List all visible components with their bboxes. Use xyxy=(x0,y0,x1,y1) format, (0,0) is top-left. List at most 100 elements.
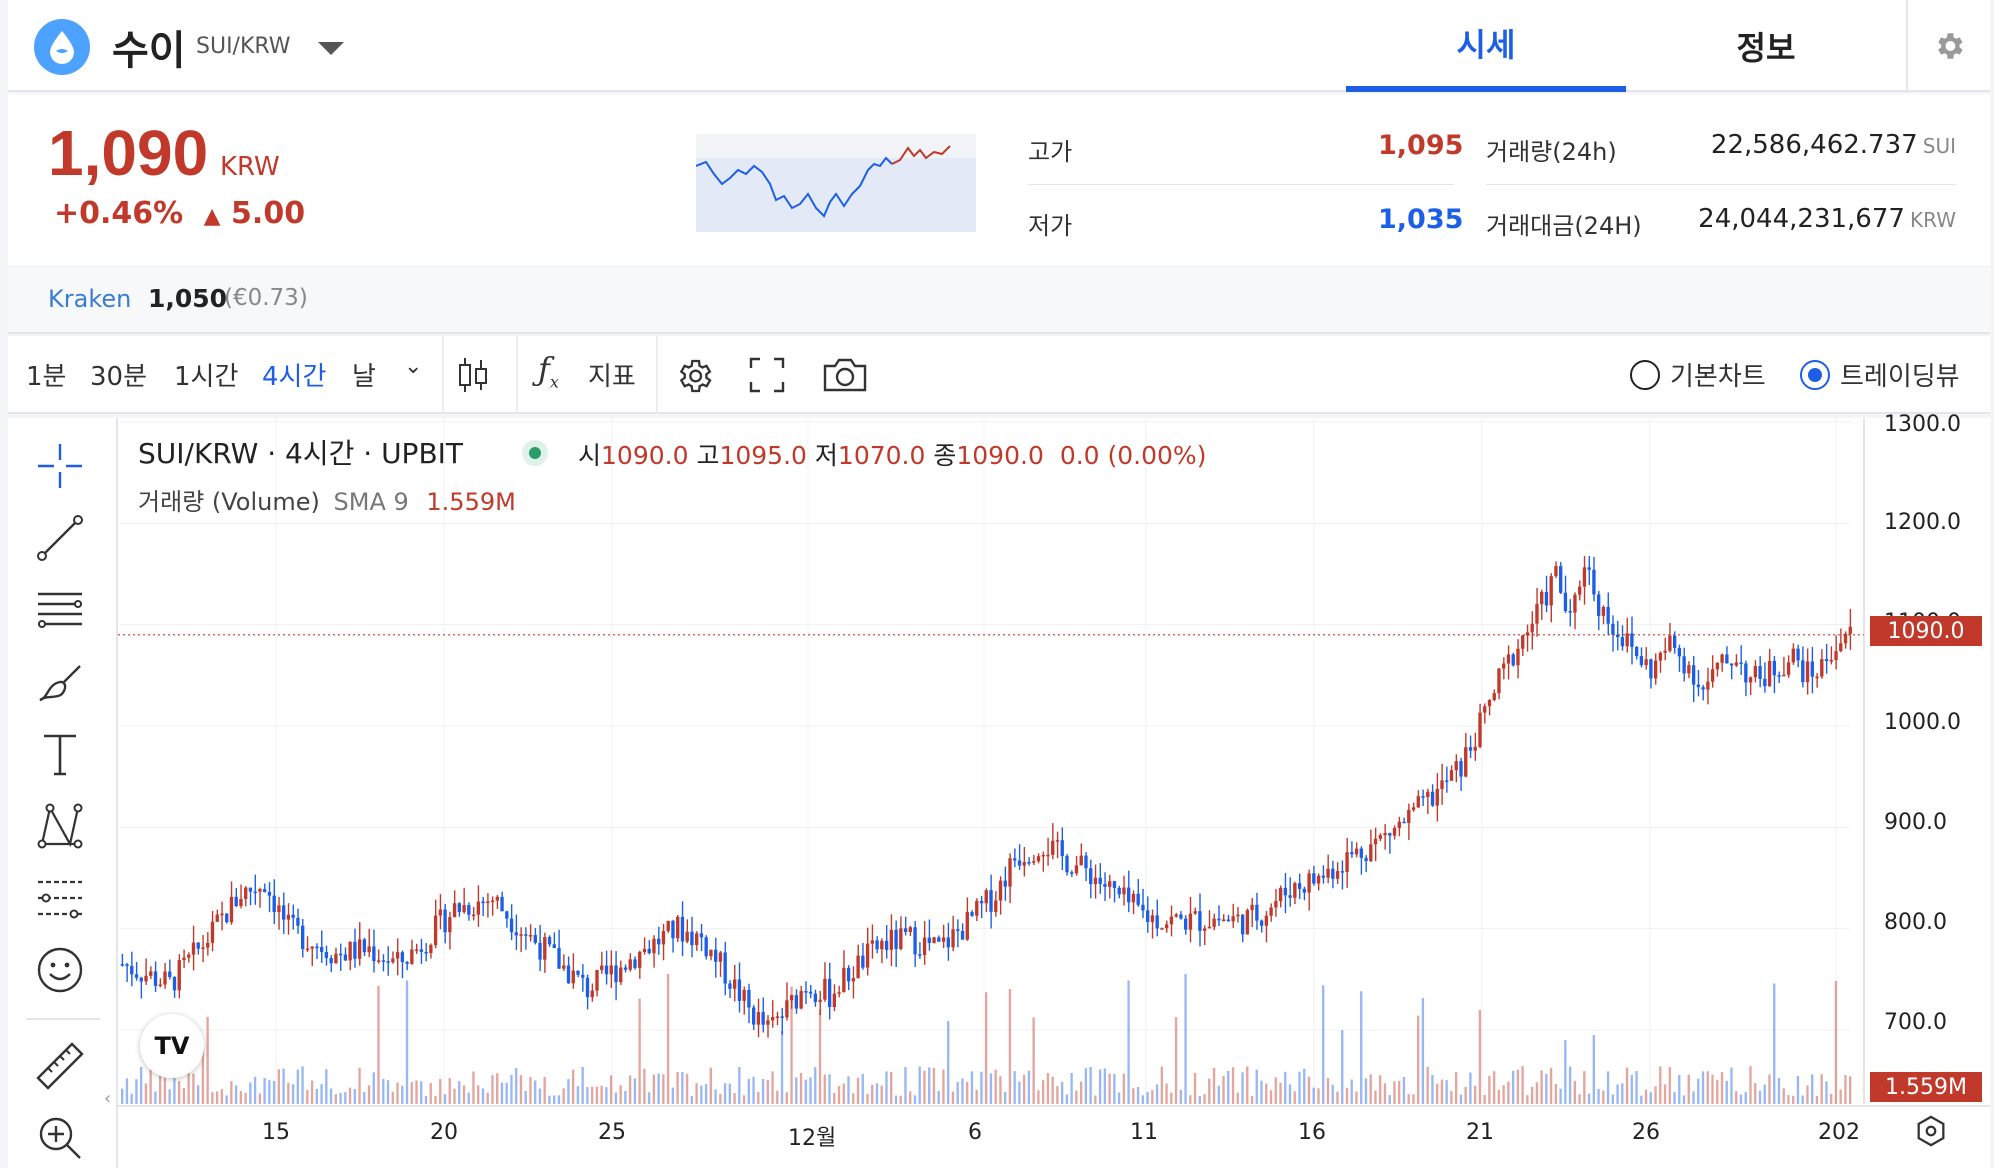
volume-bar xyxy=(728,1083,731,1104)
chart-settings-icon[interactable] xyxy=(1914,1114,1948,1148)
indicators-button[interactable]: 지표 xyxy=(588,362,636,392)
price-panel: 1,090 KRW +0.46% ▲ 5.00 고가 1,095 저가 1,03… xyxy=(8,94,1990,266)
volume-bar xyxy=(785,1092,788,1104)
candle xyxy=(704,937,708,957)
volume-bar xyxy=(177,1081,181,1104)
volume-bar xyxy=(1051,1076,1054,1104)
chevron-down-icon[interactable] xyxy=(318,42,344,55)
volume-bar xyxy=(1473,1085,1477,1104)
basic-chart-label[interactable]: 기본차트 xyxy=(1670,362,1766,392)
volume-label: 거래량(24h) xyxy=(1486,138,1617,166)
candle xyxy=(1155,915,1159,929)
interval-1h[interactable]: 1시간 xyxy=(174,362,239,392)
volume-bar xyxy=(1355,1091,1358,1104)
triangle-up-icon: ▲ xyxy=(203,204,221,229)
zoom-in-icon[interactable] xyxy=(34,1112,86,1164)
candle xyxy=(1141,904,1145,911)
tradingview-logo[interactable]: TV xyxy=(140,1014,204,1078)
volume-bar xyxy=(1644,1089,1648,1104)
volume-bar xyxy=(358,1067,361,1104)
candle xyxy=(1164,924,1169,929)
volume-sma-label: SMA 9 xyxy=(333,488,409,516)
candle xyxy=(1079,855,1083,866)
tab-market[interactable]: 시세 xyxy=(1346,0,1626,92)
function-icon[interactable]: ƒx xyxy=(538,350,559,392)
y-tick-900: 900.0 xyxy=(1884,810,1947,835)
volume-bar xyxy=(163,1077,167,1104)
volume-bar xyxy=(628,1075,632,1104)
candle xyxy=(1582,567,1587,587)
volume-bar xyxy=(1350,1079,1353,1104)
volume-bar xyxy=(1583,1071,1586,1104)
candlestick-icon[interactable] xyxy=(456,356,490,394)
candle xyxy=(1687,665,1691,674)
camera-icon[interactable] xyxy=(822,356,868,394)
volume-bar xyxy=(1412,1094,1415,1104)
volume-bar xyxy=(1706,1071,1709,1104)
volume-bar xyxy=(904,1067,907,1104)
radio-tradingview[interactable] xyxy=(1800,360,1830,390)
forecast-tool-icon[interactable] xyxy=(34,872,86,924)
interval-day[interactable]: 날 xyxy=(352,362,376,392)
volume-bar xyxy=(1303,1068,1306,1104)
volume-bar xyxy=(1697,1078,1700,1104)
radio-basic-chart[interactable] xyxy=(1630,360,1660,390)
interval-30m[interactable]: 30분 xyxy=(90,362,148,392)
x-tick-15: 15 xyxy=(262,1120,290,1145)
tradingview-label[interactable]: 트레이딩뷰 xyxy=(1840,362,1960,392)
reference-price-bar: Kraken 1,050 (€0.73) xyxy=(8,266,1990,334)
volume-bar xyxy=(1516,1069,1520,1104)
tab-info[interactable]: 정보 xyxy=(1736,29,1796,67)
volume-bar xyxy=(320,1084,323,1104)
y-tick-700: 700.0 xyxy=(1884,1010,1947,1035)
text-tool-icon[interactable] xyxy=(34,728,86,780)
candle xyxy=(1772,660,1776,676)
candle xyxy=(471,914,476,917)
chevron-down-icon[interactable]: ⌄ xyxy=(404,354,423,379)
volume-bar xyxy=(1678,1074,1681,1104)
brush-icon[interactable] xyxy=(34,656,86,708)
reference-exchange-link[interactable]: Kraken xyxy=(48,285,132,313)
volume-bar xyxy=(709,1067,713,1104)
candle xyxy=(543,937,547,960)
volume-bar xyxy=(1711,1074,1714,1104)
settings-button[interactable] xyxy=(1906,0,1990,92)
tradingview-chart[interactable]: SUI/KRW · 4시간 · UPBIT 시1090.0 고1095.0 저1… xyxy=(104,412,1990,1168)
price-chart-canvas[interactable] xyxy=(118,418,1990,1168)
candle xyxy=(913,927,917,955)
pattern-tool-icon[interactable] xyxy=(34,800,86,852)
volume-legend: 거래량 (Volume) SMA 9 1.559M xyxy=(138,482,516,517)
interval-4h[interactable]: 4시간 xyxy=(262,362,327,392)
volume-bar xyxy=(1136,1086,1140,1104)
ruler-icon[interactable] xyxy=(34,1040,86,1092)
collapse-sidebar-icon[interactable]: ‹ xyxy=(104,1088,112,1109)
volume-bar xyxy=(334,1094,337,1104)
interval-1m[interactable]: 1분 xyxy=(26,362,67,392)
volume-bar xyxy=(1616,1084,1619,1104)
candle xyxy=(827,978,832,1008)
volume-bar xyxy=(1640,1095,1643,1104)
volume-bar xyxy=(1654,1086,1657,1104)
candle xyxy=(343,954,348,961)
candle xyxy=(414,949,419,951)
fullscreen-icon[interactable] xyxy=(748,356,786,394)
volume-bar xyxy=(1540,1070,1543,1104)
candle xyxy=(1563,592,1568,612)
crosshair-icon[interactable] xyxy=(34,440,86,492)
trend-line-icon[interactable] xyxy=(34,512,86,564)
volume-bar xyxy=(353,1089,356,1104)
candle xyxy=(666,920,670,932)
candle xyxy=(837,992,841,994)
candle xyxy=(785,1000,789,1018)
amount-unit: KRW xyxy=(1910,208,1956,232)
candle xyxy=(1046,854,1050,857)
candle xyxy=(1321,875,1326,878)
candle xyxy=(1544,591,1549,606)
horizontal-lines-icon[interactable] xyxy=(34,584,86,636)
emoji-icon[interactable] xyxy=(34,944,86,996)
gear-icon[interactable] xyxy=(674,356,714,396)
candle xyxy=(277,905,281,913)
volume-bar xyxy=(1844,1074,1847,1104)
candle xyxy=(1179,914,1183,919)
candle xyxy=(1250,904,1254,911)
